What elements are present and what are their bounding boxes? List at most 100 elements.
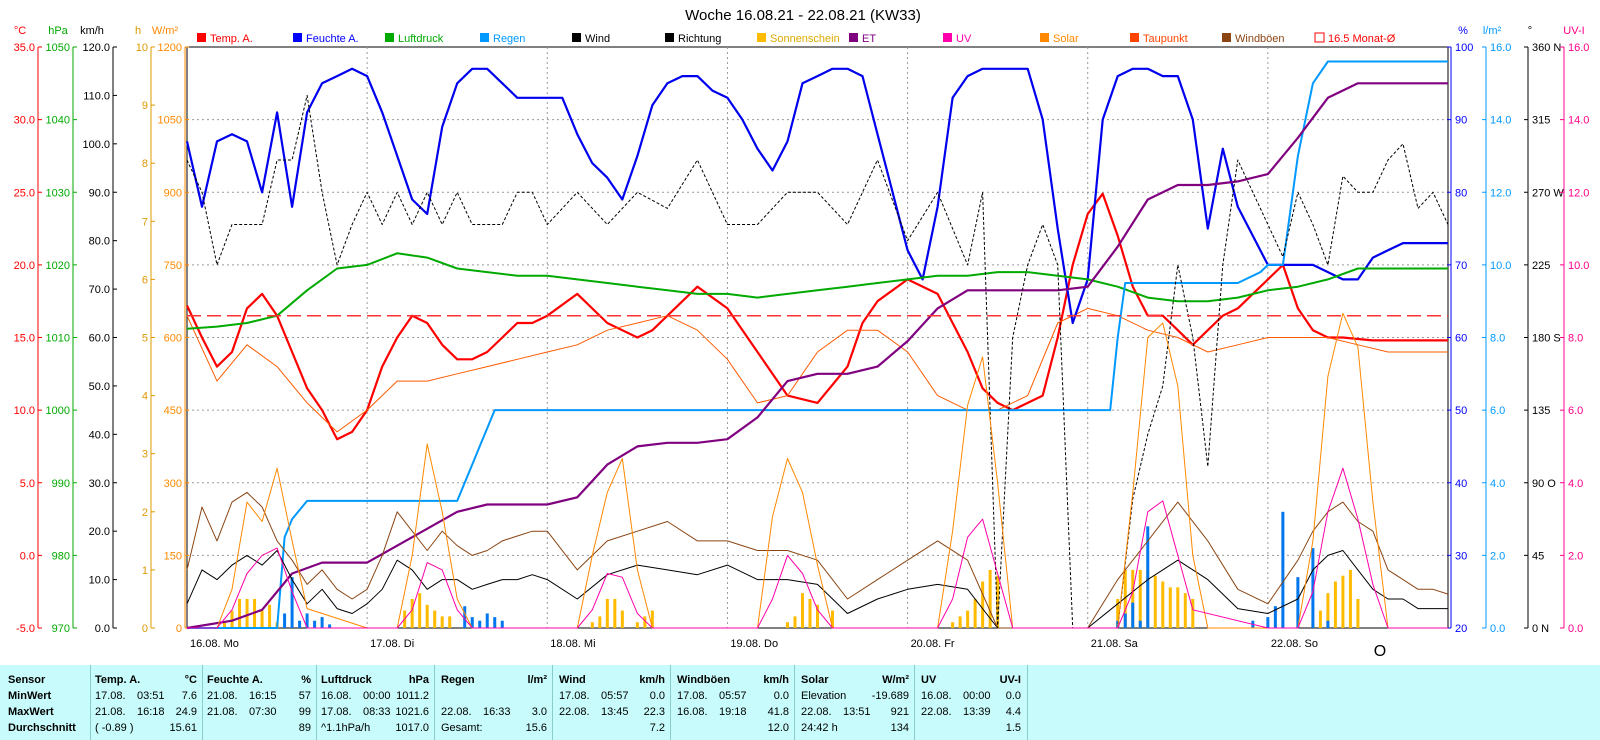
left-axis-tick-label: 450 xyxy=(164,405,182,417)
legend-label-taupunkt: Taupunkt xyxy=(1143,33,1188,45)
uv-max-value: 4.4 xyxy=(1005,706,1021,718)
legend-label-sonnenschein: Sonnenschein xyxy=(770,33,840,45)
x-axis-labels: 16.08. Mo 17.08. Di 18.08. Mi 19.08. Do 20.0… xyxy=(190,638,1318,650)
bar-regen-rate xyxy=(1273,606,1277,628)
bar-regen-rate xyxy=(1138,620,1142,628)
left-axis-tick-label: 990 xyxy=(52,478,70,490)
stats-row-avg-label: Durchschnitt xyxy=(8,722,76,734)
solar-max-date: 22.08. xyxy=(801,706,832,718)
legend-label-luftdruck: Luftdruck xyxy=(398,33,444,45)
rain-total-value: 15.6 xyxy=(525,722,547,734)
legend-swatch-regen xyxy=(480,33,489,42)
humidity-max-time: 07:30 xyxy=(249,706,277,718)
right-axis-tick-label: 0.0 xyxy=(1568,623,1583,635)
bar-sonnenschein xyxy=(981,581,985,628)
bar-regen-rate xyxy=(1146,526,1150,628)
right-axis-tick-label: 70 xyxy=(1455,260,1467,272)
right-axis-unit-: % xyxy=(1458,25,1468,37)
left-axis-tick-label: 1000 xyxy=(46,405,70,417)
bar-sonnenschein xyxy=(643,616,647,628)
right-axis-tick-label: 10.0 xyxy=(1568,260,1589,272)
uv-min-value: 0.0 xyxy=(1005,690,1021,702)
left-axis-tick-label: 30.0 xyxy=(14,115,35,127)
bar-sonnenschein xyxy=(620,610,624,628)
right-axis-tick-label: 4.0 xyxy=(1490,478,1505,490)
bar-sonnenschein xyxy=(973,598,977,628)
wind-min-value: 0.0 xyxy=(649,690,665,702)
bar-regen-rate xyxy=(478,620,482,628)
left-axis-tick-label: 120.0 xyxy=(82,42,110,54)
stats-unit-rain: l/m² xyxy=(527,674,547,686)
solar-elevation-value: -19.689 xyxy=(871,690,909,702)
pressure-max-time: 08:33 xyxy=(363,706,391,718)
bar-sonnenschein xyxy=(1183,593,1187,628)
right-axis-tick-label: 2.0 xyxy=(1568,550,1583,562)
bar-sonnenschein xyxy=(598,616,602,628)
left-axis-tick-label: 7 xyxy=(142,216,148,228)
stats-header-uv: UV xyxy=(921,674,937,686)
right-axis-tick-label: 14.0 xyxy=(1490,115,1511,127)
right-axis-tick-label: 45 xyxy=(1532,550,1544,562)
bar-regen-rate xyxy=(1296,577,1300,628)
bar-regen-rate xyxy=(305,613,309,628)
bar-sonnenschein xyxy=(1138,569,1142,628)
bar-sonnenschein xyxy=(238,598,242,628)
right-axis-tick-label: 8.0 xyxy=(1568,333,1583,345)
left-axis-tick-label: 1050 xyxy=(46,42,70,54)
temp-max-time: 16:18 xyxy=(137,706,165,718)
left-axis-tick-label: 600 xyxy=(164,333,182,345)
left-axis-tick-label: 20.0 xyxy=(14,260,35,272)
humidity-min-time: 16:15 xyxy=(249,690,277,702)
uv-avg-value: 1.5 xyxy=(1005,722,1021,734)
stats-header-sensor: Sensor xyxy=(8,674,46,686)
humidity-avg-value: 89 xyxy=(298,722,311,734)
bar-sonnenschein xyxy=(1191,598,1195,628)
left-axis-tick-label: 20.0 xyxy=(89,526,110,538)
temp-max-value: 24.9 xyxy=(175,706,197,718)
stats-row-min-label: MinWert xyxy=(8,690,52,702)
right-axis-tick-label: 14.0 xyxy=(1568,115,1589,127)
right-axis-tick-label: 16.0 xyxy=(1568,42,1589,54)
temp-avg-note: ( -0.89 ) xyxy=(95,722,134,734)
left-axis-tick-label: -5.0 xyxy=(16,623,35,635)
left-axis-tick-label: 110.0 xyxy=(83,90,110,102)
x-label-day-3: 18.08. Mi xyxy=(550,638,595,650)
gusts-min-date: 17.08. xyxy=(677,690,708,702)
stats-header-wind: Wind xyxy=(559,674,586,686)
left-axis-tick-label: 70.0 xyxy=(89,284,110,296)
left-axis-tick-label: 90.0 xyxy=(89,187,110,199)
right-axis-tick-label: 270 W xyxy=(1532,187,1564,199)
left-axis-tick-label: 0.0 xyxy=(95,623,110,635)
right-axis-tick-label: 90 xyxy=(1455,115,1467,127)
stats-header-humidity: Feuchte A. xyxy=(207,674,263,686)
right-axis-tick-label: 16.0 xyxy=(1490,42,1511,54)
bar-sonnenschein xyxy=(418,593,422,628)
left-axis-tick-label: 80.0 xyxy=(89,236,110,248)
x-label-day-7: 22.08. So xyxy=(1271,638,1318,650)
humidity-min-value: 57 xyxy=(298,690,311,702)
left-axis-tick-label: 6 xyxy=(142,274,148,286)
left-axis-unit-km-h: km/h xyxy=(80,25,104,37)
x-label-day-2: 17.08. Di xyxy=(370,638,414,650)
right-axis-tick-label: 0 N xyxy=(1532,623,1549,635)
bar-sonnenschein xyxy=(1131,569,1135,628)
left-axis-tick-label: 5.0 xyxy=(20,478,35,490)
legend-swatch-uv xyxy=(943,33,952,42)
legend-swatch-solar xyxy=(1040,33,1049,42)
legend-label-wind: Wind xyxy=(585,33,610,45)
right-axis-tick-label: 12.0 xyxy=(1490,187,1511,199)
bar-sonnenschein xyxy=(1356,598,1360,628)
legend: Temp. A. Feuchte A. Luftdruck Regen Wind Rich… xyxy=(197,32,1396,45)
series-line-temp-a xyxy=(186,192,1448,441)
bar-sonnenschein xyxy=(793,616,797,628)
x-label-day-5: 20.08. Fr xyxy=(911,638,955,650)
legend-swatch-temp-a xyxy=(197,33,206,42)
bar-sonnenschein xyxy=(988,569,992,628)
left-axis-tick-label: 5 xyxy=(142,333,148,345)
right-axis-tick-label: 6.0 xyxy=(1568,405,1583,417)
right-axis-tick-label: 315 xyxy=(1532,115,1550,127)
left-axis-tick-label: 980 xyxy=(52,550,70,562)
stats-header-pressure: Luftdruck xyxy=(321,674,372,686)
right-axis-unit-uv-i: UV-I xyxy=(1563,25,1584,37)
bar-sonnenschein xyxy=(966,610,970,628)
